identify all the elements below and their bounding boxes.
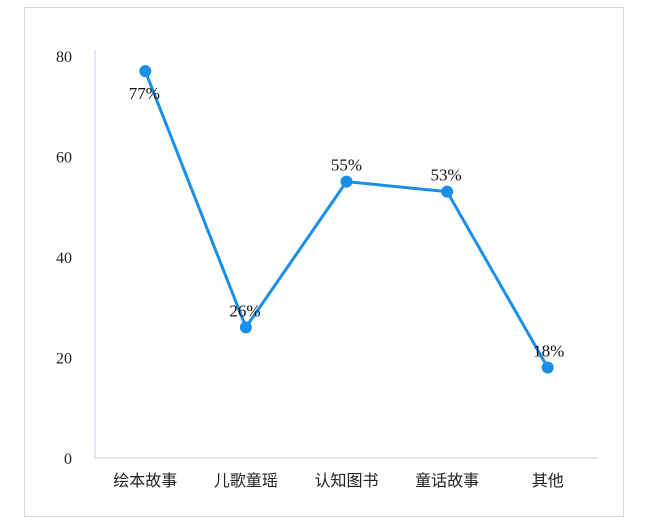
data-label-0: 77% — [129, 84, 160, 103]
data-label-3: 53% — [431, 166, 462, 185]
y-tick-label-2: 40 — [56, 250, 72, 267]
x-category-label-1: 儿歌童瑶 — [214, 471, 278, 490]
y-tick-label-4: 80 — [56, 49, 72, 66]
series-line — [143, 70, 550, 369]
x-category-label-4: 其他 — [532, 471, 564, 490]
data-label-4: 18% — [533, 342, 564, 361]
data-point-3 — [441, 185, 454, 198]
y-tick-label-0: 0 — [64, 451, 72, 468]
y-tick-label-3: 60 — [56, 150, 72, 167]
x-category-label-3: 童话故事 — [415, 471, 479, 490]
data-point-2 — [340, 175, 353, 188]
x-category-label-0: 绘本故事 — [113, 471, 177, 490]
data-point-0 — [139, 65, 152, 78]
y-tick-label-1: 20 — [56, 351, 72, 368]
data-point-4 — [541, 361, 554, 374]
x-category-label-2: 认知图书 — [314, 471, 378, 490]
data-point-1 — [239, 321, 252, 334]
chart-frame — [24, 7, 624, 517]
data-label-2: 55% — [331, 156, 362, 175]
data-label-1: 26% — [229, 301, 260, 320]
